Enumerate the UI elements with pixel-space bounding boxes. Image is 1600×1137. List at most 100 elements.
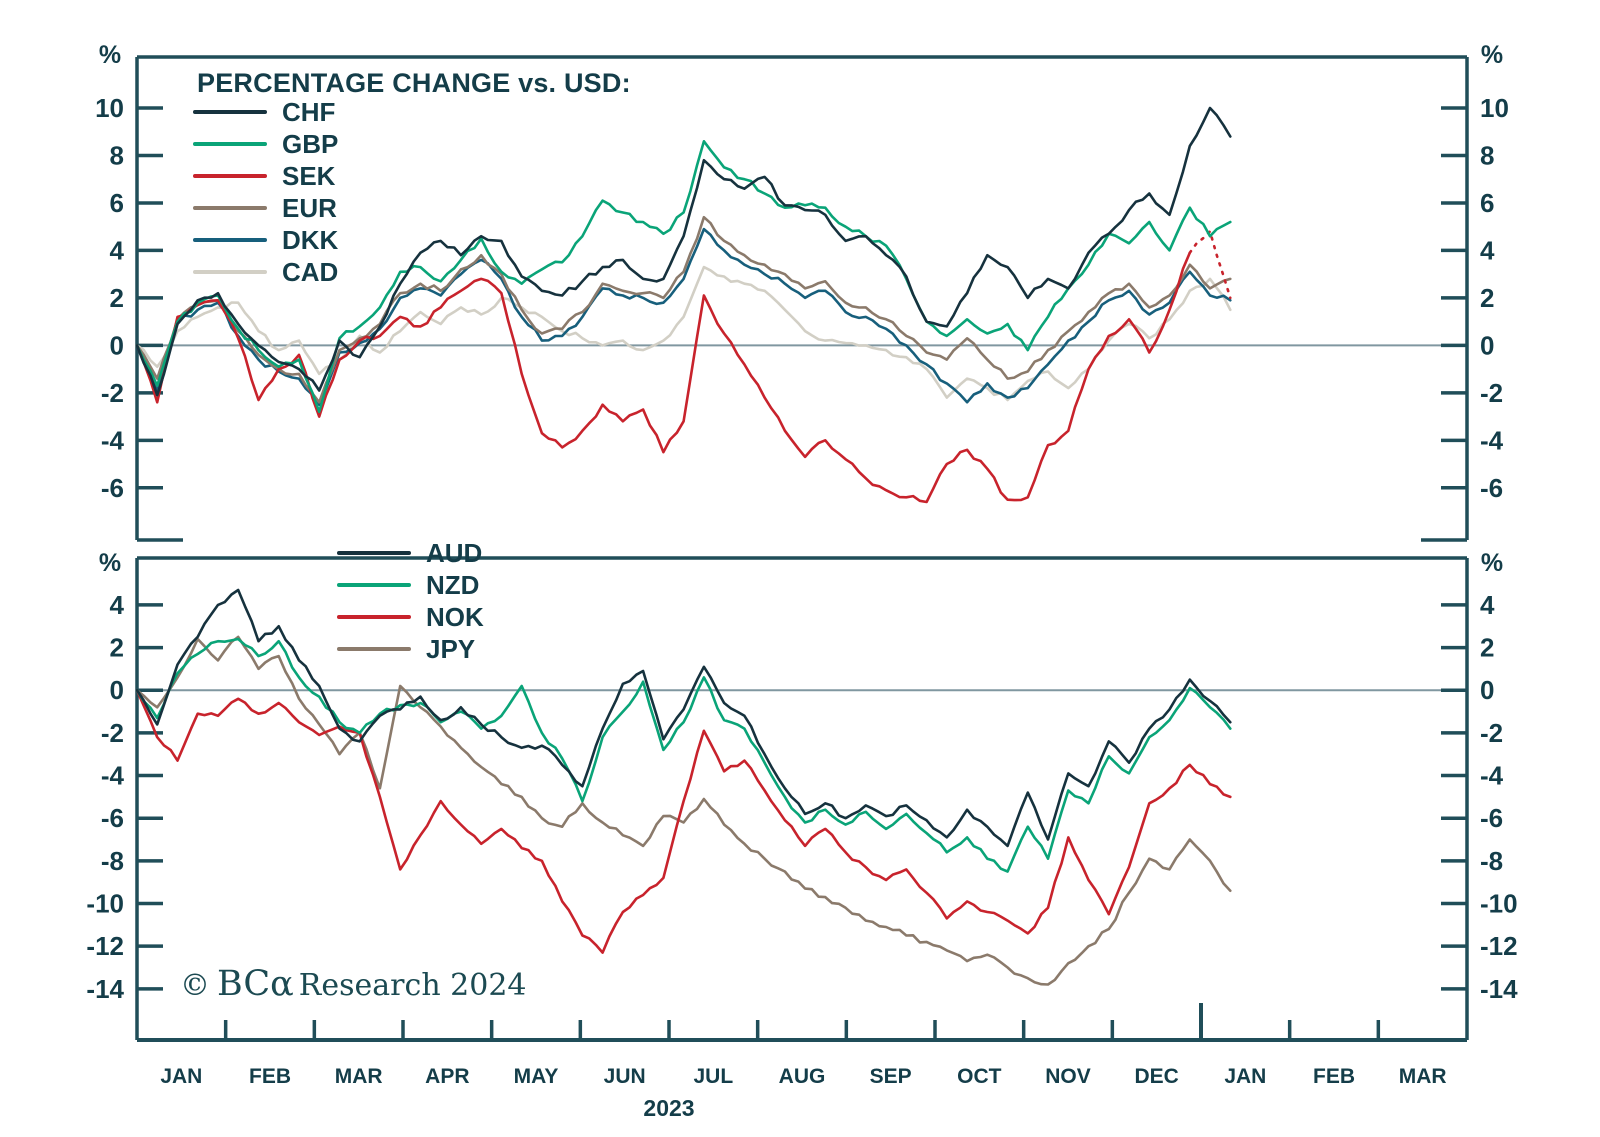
chart-title: PERCENTAGE CHANGE vs. USD: (197, 68, 631, 98)
legend-label: NZD (426, 570, 480, 600)
y-tick-label-left: -4 (101, 425, 125, 455)
legend-label: DKK (282, 225, 339, 255)
legend-line-swatch (193, 270, 267, 274)
legend-item-dkk: DKK (193, 224, 338, 256)
legend-label: NOK (426, 602, 484, 632)
series-line-gbp (135, 140, 1232, 414)
series-line-sek-dotted-tail (1188, 228, 1232, 300)
x-month-label-4: MAY (514, 1065, 559, 1088)
y-axis-unit-left: % (99, 41, 121, 69)
y-axis-unit-right: % (1481, 41, 1503, 69)
legend-item-nok: NOK (337, 601, 484, 633)
legend-label: GBP (282, 129, 339, 159)
x-month-label-2: MAR (335, 1065, 383, 1088)
x-month-label-3: APR (425, 1065, 469, 1088)
legend-item-cad: CAD (193, 256, 338, 288)
y-tick-label-left: 8 (110, 140, 124, 170)
legend-line-swatch (337, 615, 411, 619)
legend-line-swatch (337, 583, 411, 587)
y-tick-label-left: 0 (110, 675, 124, 705)
y-tick-label-left: -8 (101, 846, 124, 876)
y-tick-label-right: 2 (1480, 633, 1494, 663)
copyright: © BCα Research 2024 (180, 964, 527, 1004)
y-tick-label-left: 2 (110, 283, 124, 313)
legend-item-gbp: GBP (193, 128, 338, 160)
legend-label: SEK (282, 161, 336, 191)
y-axis-unit-left: % (99, 549, 121, 577)
y-tick-label-left: -6 (101, 473, 124, 503)
legend-item-sek: SEK (193, 160, 338, 192)
x-month-label-0: JAN (160, 1065, 202, 1088)
y-tick-label-right: -2 (1480, 378, 1503, 408)
x-month-label-14: MAR (1399, 1065, 1447, 1088)
x-month-label-1: FEB (249, 1065, 291, 1088)
x-year-label: 2023 (643, 1095, 694, 1121)
y-tick-label-left: -2 (101, 378, 124, 408)
y-tick-label-right: -10 (1480, 889, 1518, 919)
chart-panel-0: 10 10 8 8 6 6 4 4 2 2 0 0 -2 -2 -4 -4 -6 -6%% (95, 41, 1509, 542)
series-line-cad (135, 265, 1232, 402)
y-tick-label-right: 0 (1480, 330, 1494, 360)
legend-label: CAD (282, 257, 339, 287)
x-month-label-8: SEP (870, 1065, 912, 1088)
x-month-label-7: AUG (779, 1065, 826, 1088)
series-line-nzd (135, 637, 1232, 873)
x-month-label-13: FEB (1313, 1065, 1355, 1088)
y-tick-label-right: -6 (1480, 803, 1503, 833)
y-tick-label-left: 6 (110, 188, 124, 218)
y-tick-label-right: -4 (1480, 761, 1504, 791)
y-tick-label-left: -6 (101, 803, 124, 833)
legend-bottom-chart: AUD NZD NOK JPY (337, 537, 484, 665)
legend-line-swatch (193, 142, 267, 146)
chart-panel-1: 4 4 2 2 0 0 -2 -2 -4 -4 -6 -6 -8 -8 -10 -10 -12 -12 -14 -14… (86, 549, 1518, 1040)
y-tick-label-right: 10 (1480, 93, 1509, 123)
y-tick-label-right: 4 (1480, 590, 1495, 620)
series-line-dkk (135, 227, 1232, 407)
y-tick-label-left: -12 (86, 931, 124, 961)
legend-label: CHF (282, 97, 336, 127)
y-axis-unit-right: % (1481, 549, 1503, 577)
legend-line-swatch (337, 551, 411, 555)
legend-top-chart: CHF GBP SEK EUR DKK CAD (193, 96, 338, 288)
x-month-label-12: JAN (1224, 1065, 1266, 1088)
y-tick-label-right: 2 (1480, 283, 1494, 313)
legend-line-swatch (193, 110, 267, 114)
legend-label: AUD (426, 538, 483, 568)
y-tick-label-left: 2 (110, 633, 124, 663)
y-tick-label-left: 10 (95, 93, 124, 123)
copyright-symbol: © (180, 968, 210, 1003)
legend-item-jpy: JPY (337, 633, 484, 665)
x-month-label-5: JUN (604, 1065, 646, 1088)
series-line-nok (135, 688, 1232, 954)
legend-label: EUR (282, 193, 337, 223)
legend-line-swatch (193, 174, 267, 178)
y-tick-label-right: 4 (1480, 235, 1495, 265)
x-month-label-6: JUL (693, 1065, 733, 1088)
y-tick-label-left: 0 (110, 330, 124, 360)
y-tick-label-right: -8 (1480, 846, 1503, 876)
legend-line-swatch (337, 647, 411, 651)
y-tick-label-right: -4 (1480, 425, 1504, 455)
x-month-label-11: DEC (1134, 1065, 1178, 1088)
series-line-eur (135, 215, 1232, 404)
legend-line-swatch (193, 206, 267, 210)
legend-item-nzd: NZD (337, 569, 484, 601)
y-tick-label-right: 0 (1480, 675, 1494, 705)
y-tick-label-right: -6 (1480, 473, 1503, 503)
brand-name: BCα (217, 964, 294, 1004)
series-line-sek (135, 251, 1192, 504)
copyright-suffix: Research 2024 (298, 968, 527, 1003)
y-tick-label-left: -14 (86, 974, 124, 1004)
legend-item-aud: AUD (337, 537, 484, 569)
legend-item-eur: EUR (193, 192, 338, 224)
legend-line-swatch (193, 238, 267, 242)
series-line-aud (135, 588, 1232, 848)
legend-item-chf: CHF (193, 96, 338, 128)
y-tick-label-left: 4 (110, 590, 125, 620)
series-line-chf (135, 106, 1232, 397)
legend-label: JPY (426, 634, 476, 664)
series-line-jpy (135, 635, 1232, 986)
y-tick-label-left: 4 (110, 235, 125, 265)
